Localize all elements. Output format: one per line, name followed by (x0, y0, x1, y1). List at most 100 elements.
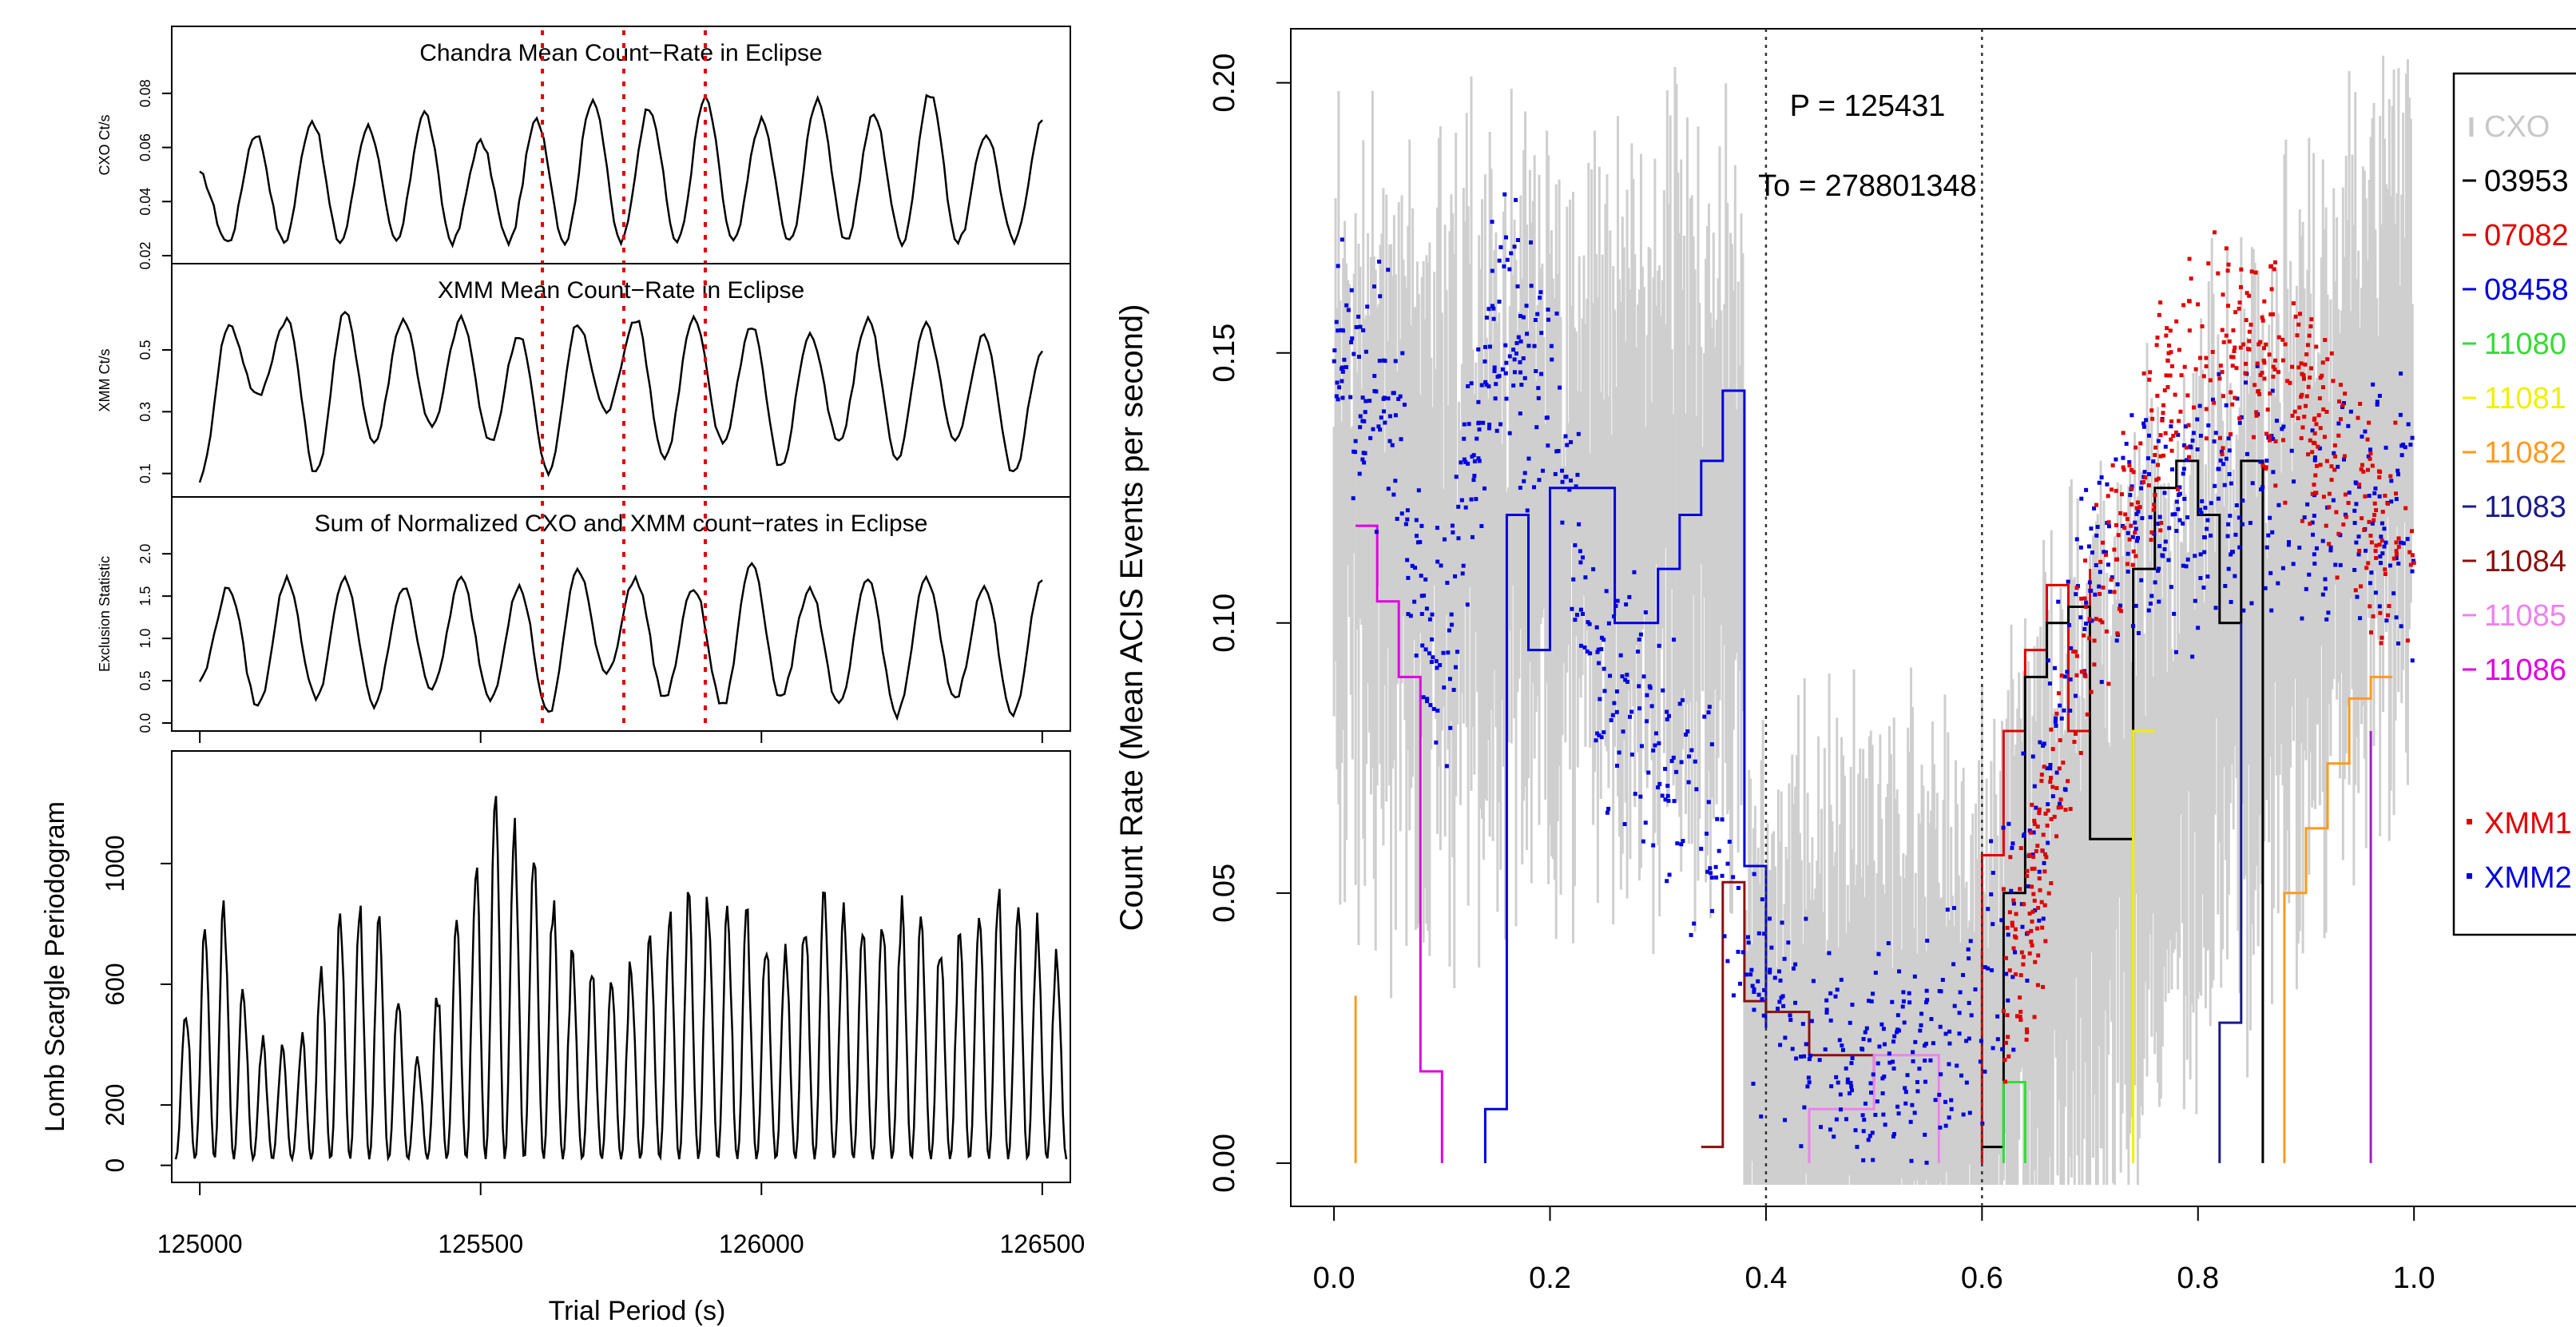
xmm-dot (1357, 471, 1362, 476)
xmm-dot (2219, 450, 2224, 455)
xmm-dot (1834, 1075, 1839, 1079)
xmm-dot (2338, 383, 2343, 387)
xmm-dot (1917, 1067, 1922, 1071)
xmm-dot (1694, 787, 1699, 792)
xmm-dot (2399, 443, 2404, 448)
x-tick-label: 0.0 (1313, 1261, 1355, 1295)
xmm-dot (2121, 431, 2125, 435)
xmm-dot (2335, 575, 2340, 580)
xmm-dot (2153, 580, 2157, 585)
xmm-dot (1353, 450, 1358, 455)
xmm-dot (2007, 968, 2012, 973)
xmm-dot (2083, 558, 2088, 563)
xmm-dot (2031, 892, 2036, 896)
xmm-dot (1848, 1080, 1853, 1085)
xmm-dot (2021, 955, 2026, 959)
xmm-dot (1991, 922, 1995, 927)
xmm-dot (2003, 1040, 2008, 1045)
xmm-dot (2403, 445, 2407, 450)
xmm-dot (1336, 328, 1340, 333)
xmm-dot (2273, 483, 2278, 488)
xmm-dot (1672, 638, 1677, 642)
xmm-dot (2227, 448, 2232, 453)
xmm-dot (1836, 1080, 1840, 1085)
xmm-dot (2234, 366, 2239, 371)
xmm-dot (1502, 192, 1507, 197)
xmm-dot (2323, 586, 2328, 591)
xmm-dot (2323, 338, 2328, 343)
xmm-dot (2233, 345, 2237, 350)
xmm-dot (1500, 367, 1505, 371)
xmm-dot (2343, 512, 2348, 517)
xmm-dot (2220, 452, 2225, 457)
xmm-dot (2297, 405, 2302, 410)
xmm-dot (2024, 1037, 2029, 1042)
xmm-dot (2360, 463, 2364, 467)
xmm-dot (2138, 441, 2143, 446)
xmm-dot (2173, 650, 2178, 654)
xmm-dot (2358, 584, 2363, 589)
xmm-dot (1456, 536, 1461, 541)
xmm-dot (1367, 399, 1372, 403)
xmm-dot (2089, 526, 2094, 531)
xmm-dot (2299, 435, 2304, 440)
xmm-dot (2343, 391, 2348, 396)
xmm-dot (2065, 669, 2070, 674)
xmm-dot (2301, 376, 2306, 381)
xmm-dot (2293, 314, 2298, 319)
xmm-dot (1556, 449, 1561, 454)
xmm-dot (2198, 576, 2203, 581)
lomb-ylabel: Lomb Scargle Periodogram (40, 801, 70, 1132)
xmm-dot (2125, 562, 2130, 566)
xmm-dot (2031, 830, 2036, 835)
xmm-dot (1887, 1051, 1891, 1056)
xmm-dot (2086, 544, 2091, 549)
xmm-dot (1405, 517, 1410, 522)
xmm-dot (2206, 423, 2211, 427)
xmm-dot (1924, 988, 1929, 993)
xmm-dot (2190, 438, 2195, 443)
xmm-dot (1477, 459, 1482, 463)
xmm-dot (1335, 380, 1340, 385)
xmm-dot (2342, 454, 2347, 459)
xmm-dot (1720, 817, 1725, 822)
xmm-dot (2312, 514, 2316, 518)
xmm-dot (2373, 549, 2378, 554)
xmm-dot (1463, 505, 1468, 510)
xmm-dot (2193, 598, 2197, 603)
xmm-dot (2226, 566, 2231, 571)
xmm-dot (2396, 561, 2401, 566)
xmm-dot (2018, 995, 2022, 1000)
xmm-dot (2010, 975, 2015, 979)
xmm-dot (1756, 931, 1761, 936)
xmm-dot (2157, 544, 2162, 549)
xmm-dot (2133, 603, 2138, 608)
xmm-dot (2074, 592, 2078, 597)
xmm-dot (1476, 456, 1481, 461)
xmm-dot (1924, 1160, 1929, 1165)
xmm-dot (2313, 473, 2318, 478)
xmm-dot (1515, 284, 1520, 288)
xmm-dot (2239, 415, 2244, 419)
xmm-dot (2163, 431, 2168, 435)
xmm-dot (2374, 543, 2379, 548)
xmm-dot (1949, 1106, 1954, 1111)
xmm-dot (2394, 552, 2399, 557)
xmm-dot (2090, 550, 2095, 555)
xmm-dot (2187, 299, 2192, 304)
xmm-dot (1705, 869, 1710, 874)
xmm-dot (2320, 373, 2324, 378)
xmm-dot (2369, 540, 2374, 545)
panel-title: XMM Mean Count−Rate in Eclipse (438, 277, 804, 304)
xmm-dot (2048, 762, 2053, 767)
xmm-dot (1912, 974, 1917, 979)
xmm-dot (1460, 571, 1465, 576)
xmm-dot (2097, 480, 2102, 485)
xmm-dot (1354, 325, 1359, 330)
xmm-dot (2163, 539, 2168, 544)
xmm-dot (1597, 661, 1602, 665)
xmm-dot (2232, 348, 2237, 353)
xmm-dot (1340, 365, 1345, 370)
xmm-dot (1881, 1027, 1886, 1031)
xmm-dot (1752, 987, 1756, 991)
